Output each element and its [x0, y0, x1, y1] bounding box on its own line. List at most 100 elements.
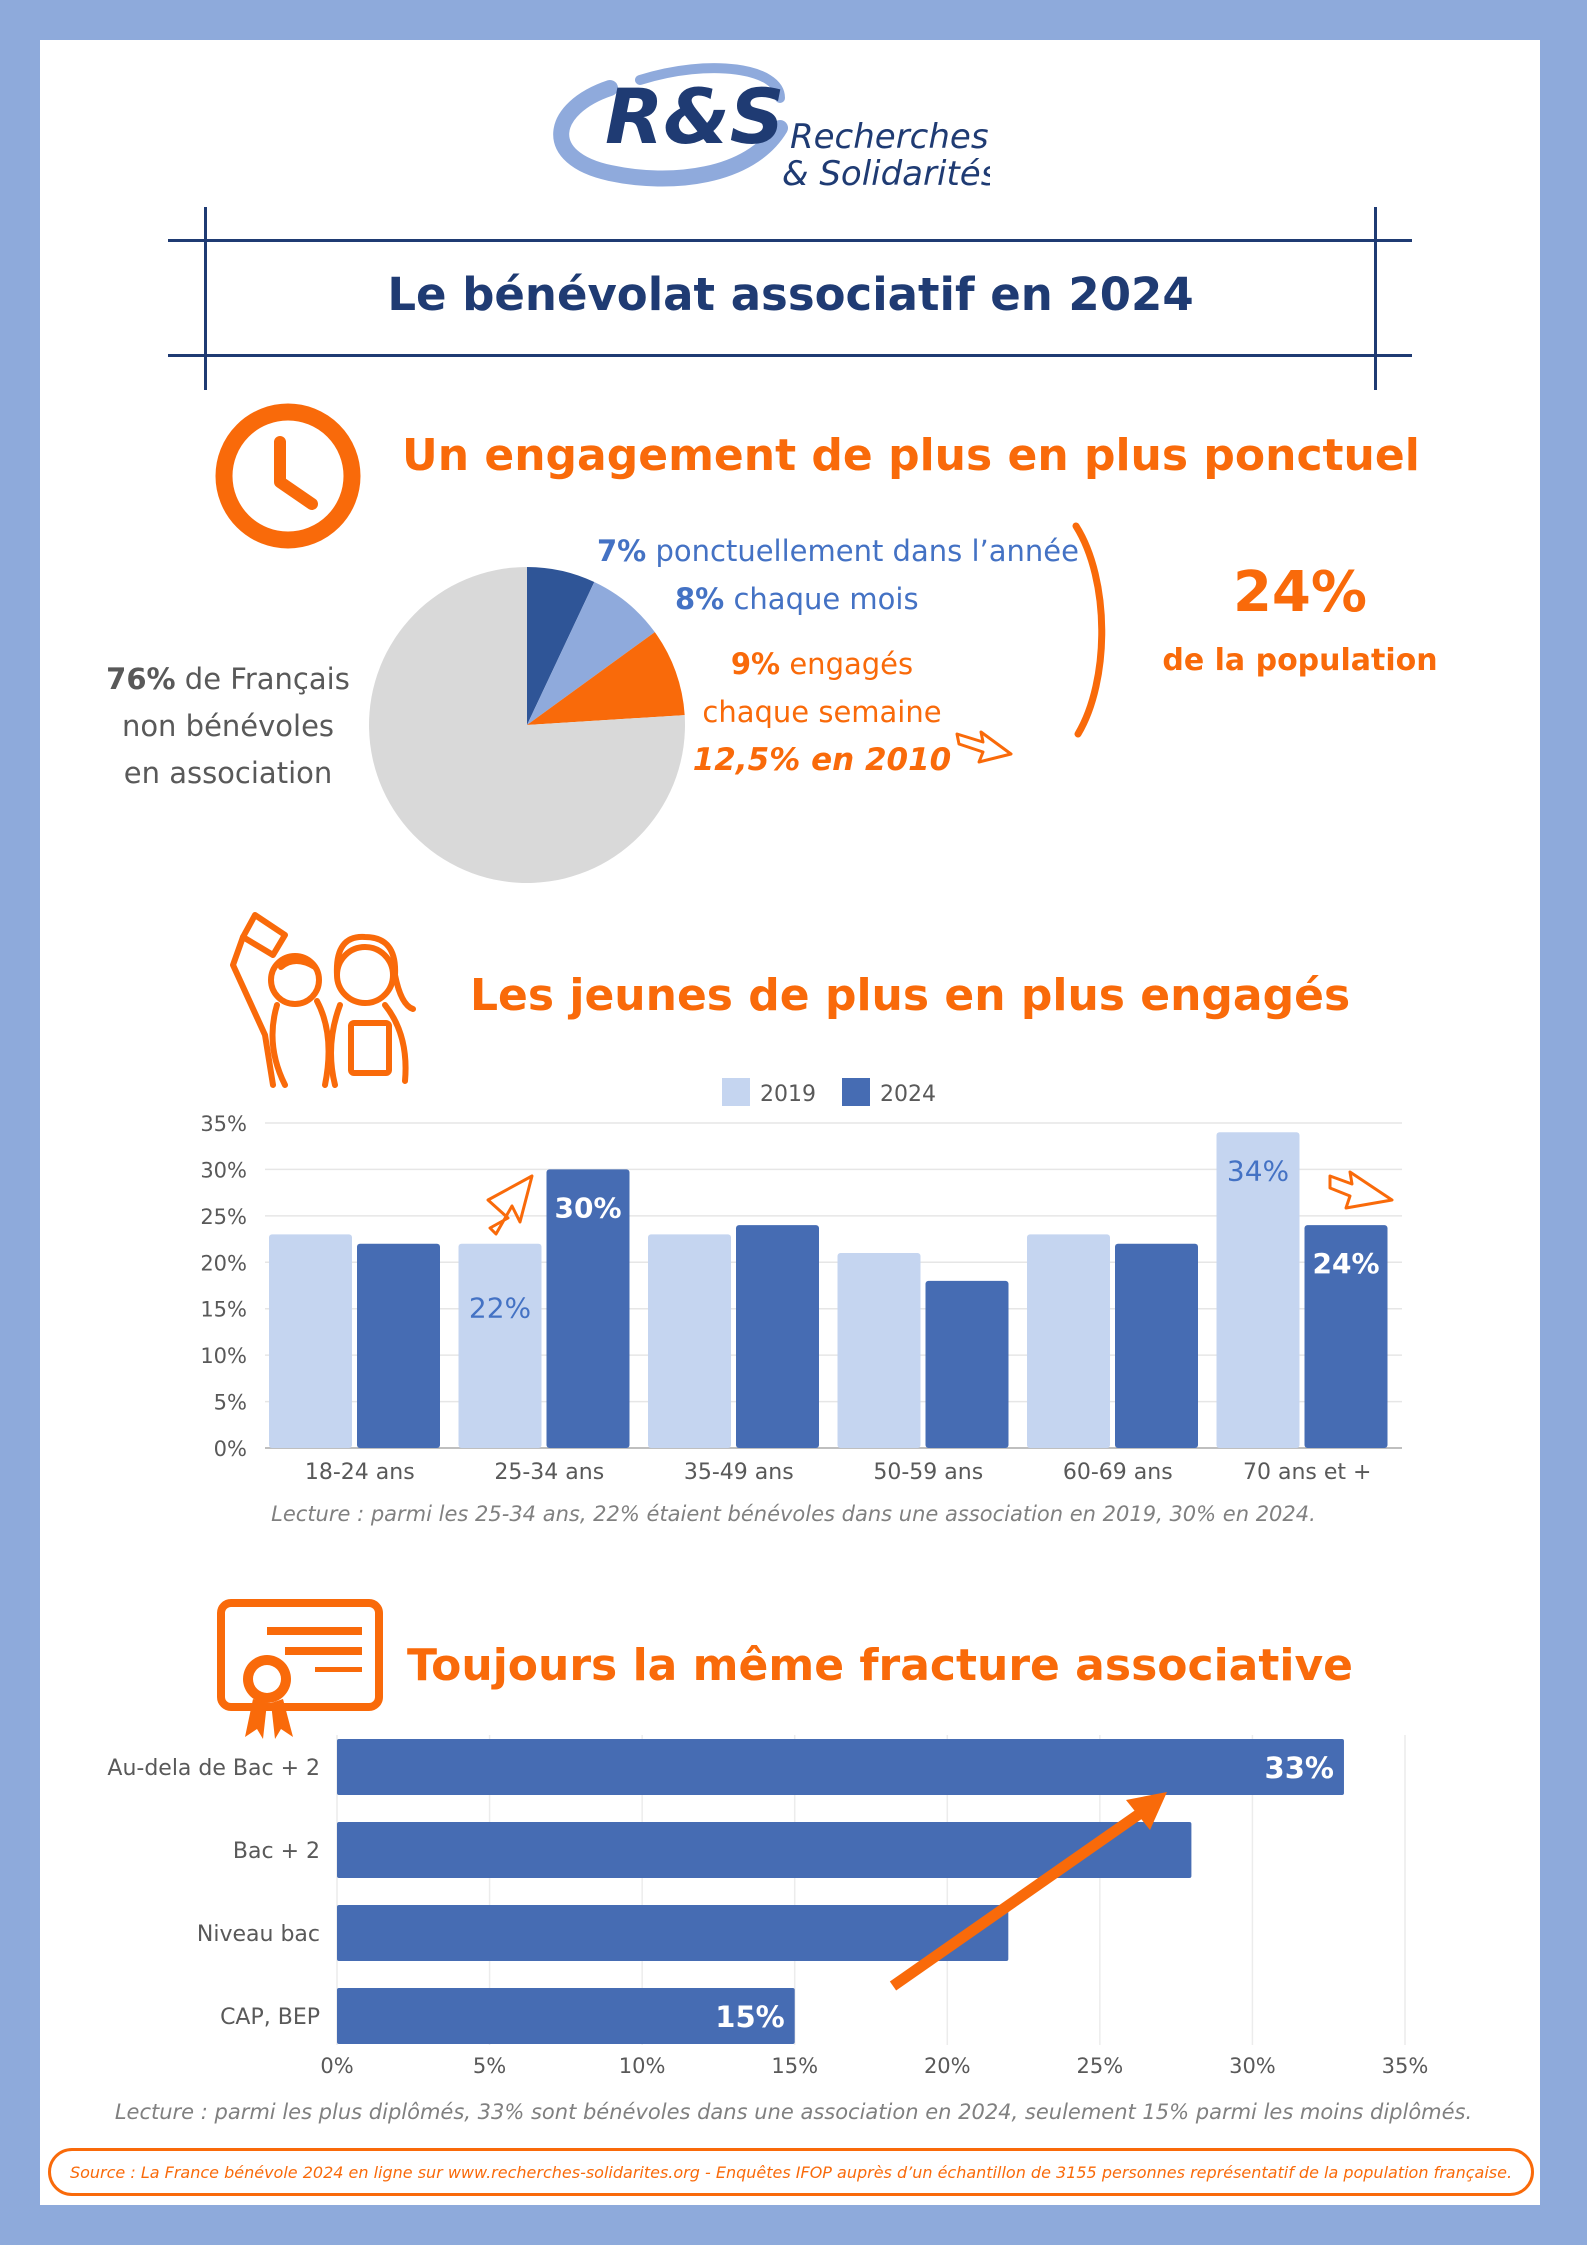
- x-tick-label: 25-34 ans: [494, 1460, 604, 1485]
- legend-swatch-2024: [842, 1078, 870, 1106]
- x-tick-label: 15%: [771, 2054, 818, 2078]
- y-tick-label: 20%: [200, 1251, 247, 1275]
- bar: [337, 1822, 1192, 1878]
- certificate-icon: [217, 1599, 383, 1739]
- bar-2024: [1304, 1225, 1388, 1448]
- bar-2019: [269, 1234, 352, 1448]
- section3-heading: Toujours la même fracture associative: [407, 1640, 1353, 1691]
- logo-line2: & Solidarités: [782, 154, 990, 194]
- pie-slice-weekly: [527, 632, 685, 725]
- bar-2024: [357, 1243, 440, 1448]
- title-rule-bottom: [168, 354, 1412, 357]
- y-tick-label: 0%: [214, 1437, 247, 1461]
- monthly-pct: 8%: [675, 582, 725, 616]
- education-bar-chart: 0% 5% 10% 15% 20% 25% 30% 35% Au-dela de Bac + 2…: [107, 1735, 1429, 2078]
- x-tick-label: 30%: [1229, 2054, 1276, 2078]
- pie-slice-occasional: [527, 567, 595, 725]
- brace-bracket: [1072, 522, 1106, 738]
- data-label: 24%: [1312, 1247, 1379, 1280]
- young-people-icon: [230, 912, 416, 1088]
- occasional-label: 7% ponctuellement dans l’année: [597, 534, 1079, 568]
- y-tick-label: 10%: [200, 1344, 247, 1368]
- x-tick-label: 35-49 ans: [684, 1460, 794, 1485]
- weekly-label: 9% engagés chaque semaine 12,5% en 2010: [682, 640, 962, 784]
- data-label: 22%: [469, 1292, 531, 1325]
- non-volunteers-text2: non bénévoles: [121, 709, 335, 743]
- x-tick-label: 18-24 ans: [305, 1460, 415, 1485]
- weekly-text: engagés: [780, 647, 914, 681]
- x-tick-label: 5%: [473, 2054, 506, 2078]
- x-tick-label: 25%: [1077, 2054, 1124, 2078]
- section2-heading: Les jeunes de plus en plus engagés: [470, 970, 1351, 1021]
- x-tick-label: 35%: [1382, 2054, 1429, 2078]
- x-tick-label: 50-59 ans: [873, 1460, 983, 1485]
- section2-lecture: Lecture : parmi les 25-34 ans, 22% étaie…: [271, 1502, 1316, 1526]
- bar: [337, 1739, 1344, 1795]
- bar-2024: [736, 1225, 819, 1448]
- x-tick-label: 0%: [320, 2054, 353, 2078]
- bar-2019: [648, 1234, 731, 1448]
- bar-2024: [546, 1169, 630, 1448]
- total-pct: 24%: [1232, 560, 1368, 625]
- weekly-text2: chaque semaine: [702, 695, 942, 729]
- x-tick-label: 70 ans et +: [1243, 1460, 1371, 1485]
- y-tick-label: 35%: [200, 1112, 247, 1136]
- y-tick-label: 25%: [200, 1205, 247, 1229]
- legend-swatch-2019: [722, 1078, 750, 1106]
- data-label: 34%: [1227, 1154, 1289, 1187]
- non-volunteers-text3: en association: [123, 756, 333, 790]
- data-label: 33%: [1265, 1751, 1334, 1785]
- y-tick-label: 15%: [200, 1298, 247, 1322]
- down-arrow-icon: [955, 730, 1013, 764]
- total-text: de la population: [1162, 643, 1438, 678]
- y-tick-label: 30%: [200, 1158, 247, 1182]
- source-box: Source : La France bénévole 2024 en lign…: [48, 2148, 1534, 2196]
- weekly-pct: 9%: [730, 647, 781, 681]
- pie-slice-monthly: [527, 582, 655, 725]
- logo: R&S Recherches & Solidarités: [553, 63, 990, 194]
- x-tick-label: 60-69 ans: [1063, 1460, 1173, 1485]
- non-volunteers-text: de Français: [175, 662, 350, 696]
- bar-2024: [925, 1280, 1009, 1448]
- monthly-label: 8% chaque mois: [675, 582, 919, 616]
- bar: [337, 1988, 795, 2044]
- non-volunteers-pct: 76%: [106, 662, 176, 696]
- pie-slice-non-volunteers: [369, 567, 685, 883]
- bar-2019: [837, 1253, 921, 1448]
- weekly-2010: 12,5% en 2010: [692, 742, 952, 778]
- age-bar-chart: 0% 5% 10% 15% 20% 25% 30% 35% 2019 2024 18-24 ans 2…: [200, 1078, 1402, 1485]
- non-volunteers-label: 76% de Français non bénévoles en associa…: [90, 656, 366, 797]
- y-tick-label: Au-dela de Bac + 2: [107, 1756, 320, 1781]
- clock-icon: [215, 403, 361, 549]
- monthly-text: chaque mois: [724, 582, 919, 616]
- pie-chart: [369, 567, 685, 883]
- up-arrow-icon: [486, 1174, 534, 1236]
- occasional-text: ponctuellement dans l’année: [646, 534, 1079, 568]
- y-tick-label: Bac + 2: [233, 1839, 320, 1864]
- legend-label-2019: 2019: [760, 1082, 816, 1107]
- source-text: Source : La France bénévole 2024 en lign…: [69, 2162, 1513, 2182]
- title-rule-top: [168, 239, 1412, 242]
- bar: [337, 1905, 1009, 1961]
- bar-2019: [1216, 1132, 1300, 1448]
- logo-line1: Recherches: [790, 117, 989, 157]
- occasional-pct: 7%: [597, 534, 647, 568]
- bar-2019: [1027, 1234, 1110, 1448]
- down-arrow-icon: [1328, 1170, 1394, 1210]
- section3-lecture: Lecture : parmi les plus diplômés, 33% s…: [114, 2100, 1473, 2124]
- title-rule-left: [204, 207, 207, 390]
- bar-2024: [1115, 1243, 1198, 1448]
- trend-arrow-line: [889, 1805, 1149, 1991]
- y-tick-label: CAP, BEP: [220, 2005, 320, 2030]
- data-label: 30%: [554, 1191, 621, 1224]
- x-tick-label: 10%: [619, 2054, 666, 2078]
- bar-2019: [458, 1243, 542, 1448]
- y-tick-label: 5%: [214, 1391, 247, 1415]
- y-tick-label: Niveau bac: [197, 1922, 320, 1947]
- title-rule-right: [1374, 207, 1377, 390]
- data-label: 15%: [715, 2000, 784, 2034]
- logo-initials: R&S: [605, 72, 785, 161]
- trend-arrow-head: [1126, 1792, 1167, 1830]
- x-tick-label: 20%: [924, 2054, 971, 2078]
- legend-label-2024: 2024: [880, 1082, 936, 1107]
